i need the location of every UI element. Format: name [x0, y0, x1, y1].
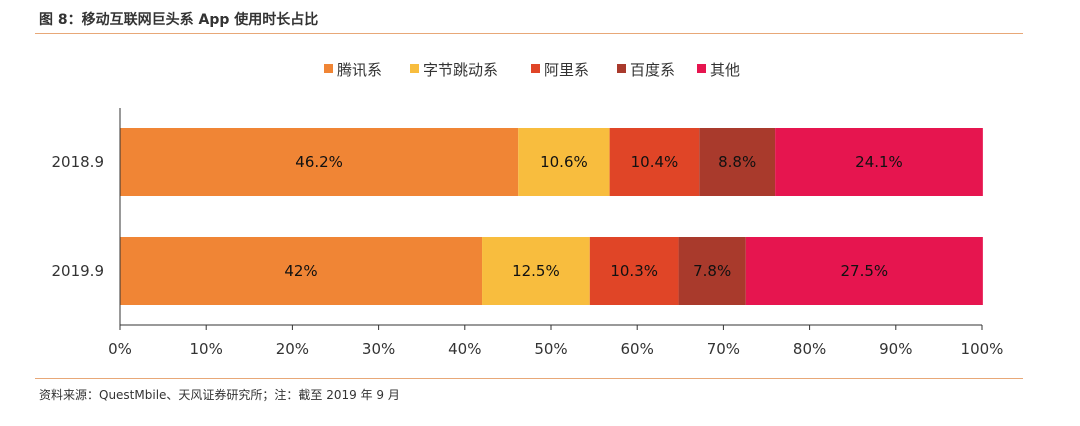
category-label: 2018.9	[52, 153, 105, 171]
x-tick-label: 70%	[707, 340, 740, 358]
bar-segment	[482, 237, 590, 305]
data-label: 42%	[284, 262, 317, 280]
data-label: 10.3%	[610, 262, 658, 280]
x-tick-label: 100%	[961, 340, 1004, 358]
stacked-bar-chart: 腾讯系 字节跳动系 阿里系 百度系 其他 46.2% 10.6% 10.4% 8.8% 24.1%…	[52, 61, 1004, 358]
legend-swatch	[531, 64, 540, 73]
x-tick-label: 60%	[621, 340, 654, 358]
legend-swatch	[697, 64, 706, 73]
data-label: 7.8%	[693, 262, 731, 280]
category-label: 2019.9	[52, 262, 105, 280]
bar-segment	[589, 237, 679, 305]
top-divider	[35, 33, 1023, 34]
bar-segment	[745, 237, 983, 305]
legend-label: 腾讯系	[337, 61, 382, 79]
data-label: 12.5%	[512, 262, 560, 280]
x-tick-label: 30%	[362, 340, 395, 358]
data-label: 8.8%	[718, 153, 756, 171]
legend-label: 字节跳动系	[423, 61, 498, 79]
source-note: 资料来源：QuestMbile、天风证券研究所；注：截至 2019 年 9 月	[39, 388, 400, 402]
bar-segment	[775, 128, 983, 196]
bar-segment	[678, 237, 746, 305]
data-label: 24.1%	[855, 153, 903, 171]
chart-title: 图 8：移动互联网巨头系 App 使用时长占比	[39, 12, 319, 28]
bar-segment	[518, 128, 610, 196]
data-label: 10.6%	[540, 153, 588, 171]
legend-swatch	[410, 64, 419, 73]
bar-segment	[609, 128, 700, 196]
bottom-divider	[35, 378, 1023, 379]
legend-swatch	[324, 64, 333, 73]
bar-segment	[120, 237, 483, 305]
data-label: 46.2%	[295, 153, 343, 171]
x-tick-label: 40%	[448, 340, 481, 358]
x-tick-label: 50%	[534, 340, 567, 358]
legend-swatch	[617, 64, 626, 73]
data-label: 10.4%	[631, 153, 679, 171]
legend-label: 阿里系	[544, 61, 589, 79]
bar-segment	[699, 128, 776, 196]
legend-label: 其他	[710, 61, 740, 79]
legend-label: 百度系	[630, 61, 675, 79]
x-tick-label: 80%	[793, 340, 826, 358]
bar-segment	[120, 128, 519, 196]
data-label: 27.5%	[841, 262, 889, 280]
x-tick-label: 0%	[108, 340, 132, 358]
x-tick-label: 90%	[879, 340, 912, 358]
x-tick-label: 20%	[276, 340, 309, 358]
x-tick-label: 10%	[190, 340, 223, 358]
